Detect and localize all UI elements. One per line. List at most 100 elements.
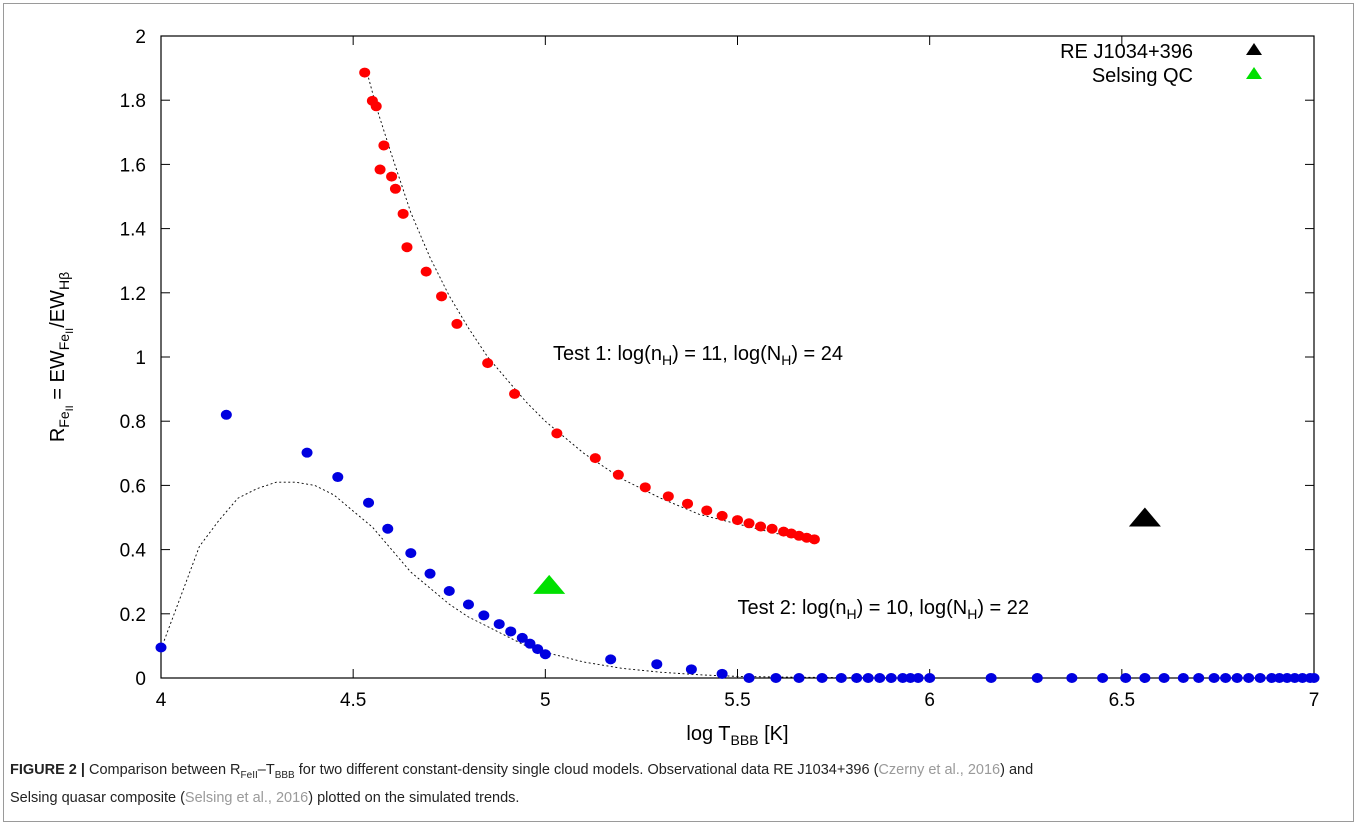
legend-marker-selsing-qc [1246, 67, 1262, 79]
y-tick-label: 1.2 [120, 284, 146, 305]
test1-point [716, 510, 728, 521]
test1-point [743, 518, 755, 529]
y-tick-label: 1 [135, 348, 146, 369]
test2-point [912, 673, 924, 683]
test1-point [755, 521, 767, 532]
test2-point [1220, 673, 1232, 683]
test2-point [424, 568, 436, 579]
test2-point [985, 673, 997, 683]
test2-point [516, 632, 528, 643]
re-j1034-marker [1128, 507, 1161, 527]
test2-point [1097, 673, 1109, 683]
test2-point [1158, 673, 1170, 683]
caption-figure-label: FIGURE 2 | [10, 762, 85, 778]
figure-frame [3, 3, 1354, 822]
test2-point [862, 673, 874, 683]
test2-point [332, 472, 344, 483]
test1-point [397, 208, 409, 219]
test2-point [651, 659, 663, 670]
test2-point [1281, 673, 1293, 683]
chart: 4 4.5 5 5.5 6 6.5 7 0 0.2 0.4 0.6 0.8 1 1.2 1.4 1.6 1.8 2… [47, 27, 1320, 748]
test1-fit-line [368, 77, 815, 541]
test1-point [374, 164, 386, 175]
caption-text-1: Comparison between R [84, 762, 241, 778]
test1-point [370, 101, 382, 112]
y-tick-label: 1.6 [120, 155, 146, 176]
test2-point [1193, 673, 1205, 683]
test1-point [589, 453, 601, 464]
y-tick-label: 1.4 [120, 220, 147, 241]
test2-point [301, 447, 313, 458]
test2-point [770, 673, 782, 683]
y-axis-title: RFeII = EWFeII/EWHβ [47, 272, 76, 442]
annotation-test1: Test 1: log(nH) = 11, log(NH) = 24 [553, 343, 843, 368]
caption-citation-selsing[interactable]: Selsing et al., 2016 [184, 789, 309, 806]
test1-point [682, 498, 694, 509]
x-tick-label: 4.5 [340, 690, 366, 711]
test2-point [363, 497, 375, 508]
test2-point [524, 638, 536, 649]
test1-point [701, 505, 713, 516]
test2-point [1231, 673, 1243, 683]
test2-point [1120, 673, 1132, 683]
test2-point [924, 673, 936, 683]
x-tick-label: 6 [924, 690, 935, 711]
x-tick-label: 6.5 [1109, 690, 1135, 711]
caption-text-5: Selsing quasar composite ( [10, 789, 185, 806]
test1-point [401, 242, 413, 253]
caption-text-4: ) and [1000, 762, 1034, 778]
test2-point [793, 673, 805, 683]
test2-point [1031, 673, 1043, 683]
test1-point [378, 140, 390, 151]
selsing-qc-marker [533, 574, 566, 594]
test2-point [1273, 673, 1285, 683]
test2-point [478, 610, 490, 621]
test2-point [743, 673, 755, 683]
test2-point [493, 619, 505, 630]
x-tick-label: 7 [1309, 690, 1320, 711]
legend-label-re-j1034: RE J1034+396 [1060, 41, 1193, 63]
test2-fit-line [160, 481, 1314, 679]
test2-point [443, 586, 455, 597]
test2-point [816, 673, 828, 683]
test1-point [389, 183, 401, 194]
test2-point [605, 654, 617, 665]
test1-point [551, 428, 563, 439]
test2-point [1289, 673, 1301, 683]
test2-point [382, 523, 394, 534]
test2-point [1177, 673, 1189, 683]
test2-point [1243, 673, 1255, 683]
test2-point [904, 673, 916, 683]
x-tick-label: 4 [156, 690, 167, 711]
test1-point [612, 469, 624, 480]
test2-point [1266, 673, 1278, 683]
test2-point [220, 409, 232, 420]
y-tick-label: 0.4 [120, 541, 147, 562]
test2-point [505, 626, 517, 637]
test2-point [539, 649, 551, 660]
test2-point [462, 599, 474, 610]
caption-text-6: ) plotted on the simulated trends. [308, 789, 520, 806]
test1-point [509, 388, 521, 399]
caption-sub-2: BBB [274, 769, 295, 781]
test1-point [639, 482, 651, 493]
test1-point [451, 318, 463, 329]
figure-caption: FIGURE 2 | Comparison between RFeII–TBBB… [10, 759, 1340, 809]
test1-point [732, 515, 743, 526]
test2-point [885, 673, 897, 683]
legend-marker-re-j1034 [1246, 43, 1262, 55]
y-tick-label: 0.2 [120, 605, 146, 626]
fit-curves [160, 77, 1314, 679]
test1-point [359, 67, 371, 78]
test1-point [420, 266, 432, 277]
test2-point [1066, 673, 1078, 683]
data-points [155, 67, 1320, 683]
x-tick-label: 5.5 [724, 690, 750, 711]
y-tick-label: 0.6 [120, 476, 146, 497]
test2-point [1308, 673, 1320, 683]
legend: RE J1034+396 Selsing QC [1060, 41, 1262, 87]
test2-point [1296, 673, 1308, 683]
test1-point [662, 491, 674, 502]
caption-citation-czerny[interactable]: Czerny et al., 2016 [878, 762, 1001, 778]
test2-point [155, 642, 167, 653]
